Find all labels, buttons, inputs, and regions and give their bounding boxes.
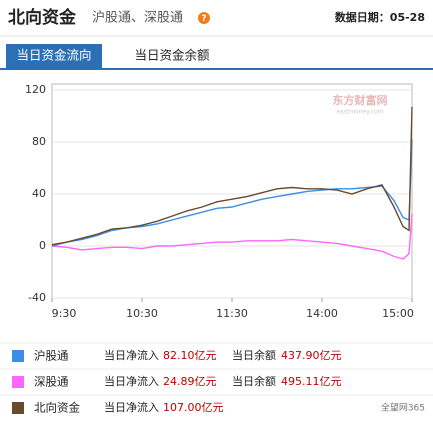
x-tick-label: 15:00 [382, 307, 414, 320]
tab[interactable]: 当日资金余额 [134, 48, 210, 63]
x-tick-label: 10:30 [126, 307, 158, 320]
legend-inflow: 24.89亿元 [163, 375, 217, 388]
legend-name: 北向资金 [34, 401, 80, 415]
subtitle: 沪股通、深股通 [92, 10, 183, 26]
date-label: 数据日期：05-28 [335, 10, 425, 24]
legend-inflow: 82.10亿元 [163, 349, 217, 362]
legend-swatch [12, 402, 24, 414]
tab[interactable]: 当日资金流向 [16, 48, 91, 63]
series-line [51, 106, 413, 246]
series-line [51, 213, 413, 260]
legend-inflow-label: 当日净流入 [104, 348, 159, 362]
legend-swatch [12, 376, 24, 388]
y-tick-label: 40 [32, 187, 46, 200]
x-tick-label: 14:00 [306, 307, 338, 320]
title: 北向资金 [8, 7, 77, 28]
corner-mark: 全望网365 [381, 402, 425, 414]
x-tick-label: 9:30 [52, 307, 77, 320]
y-tick-label: 120 [25, 83, 46, 96]
help-mark[interactable]: ? [201, 14, 206, 24]
y-tick-label: 0 [39, 239, 46, 252]
legend-balance: 437.90亿元 [281, 349, 342, 362]
legend-inflow: 107.00亿元 [163, 401, 224, 414]
legend-balance: 495.11亿元 [281, 375, 342, 388]
legend-balance-label: 当日余额 [232, 374, 276, 388]
legend-swatch [12, 350, 24, 362]
x-tick-label: 11:30 [216, 307, 248, 320]
legend-inflow-label: 当日净流入 [104, 374, 159, 388]
help-icon[interactable] [198, 12, 210, 24]
legend-inflow-label: 当日净流入 [104, 400, 159, 414]
watermark-sub: eastmoney.com [336, 109, 383, 116]
plot-frame [51, 83, 413, 299]
legend-balance-label: 当日余额 [232, 348, 276, 362]
legend-name: 沪股通 [34, 349, 69, 363]
y-tick-label: -40 [28, 291, 46, 304]
y-tick-label: 80 [32, 135, 46, 148]
watermark: 东方财富网 [333, 93, 388, 107]
tab-active[interactable] [6, 44, 102, 68]
legend-name: 深股通 [34, 375, 69, 389]
